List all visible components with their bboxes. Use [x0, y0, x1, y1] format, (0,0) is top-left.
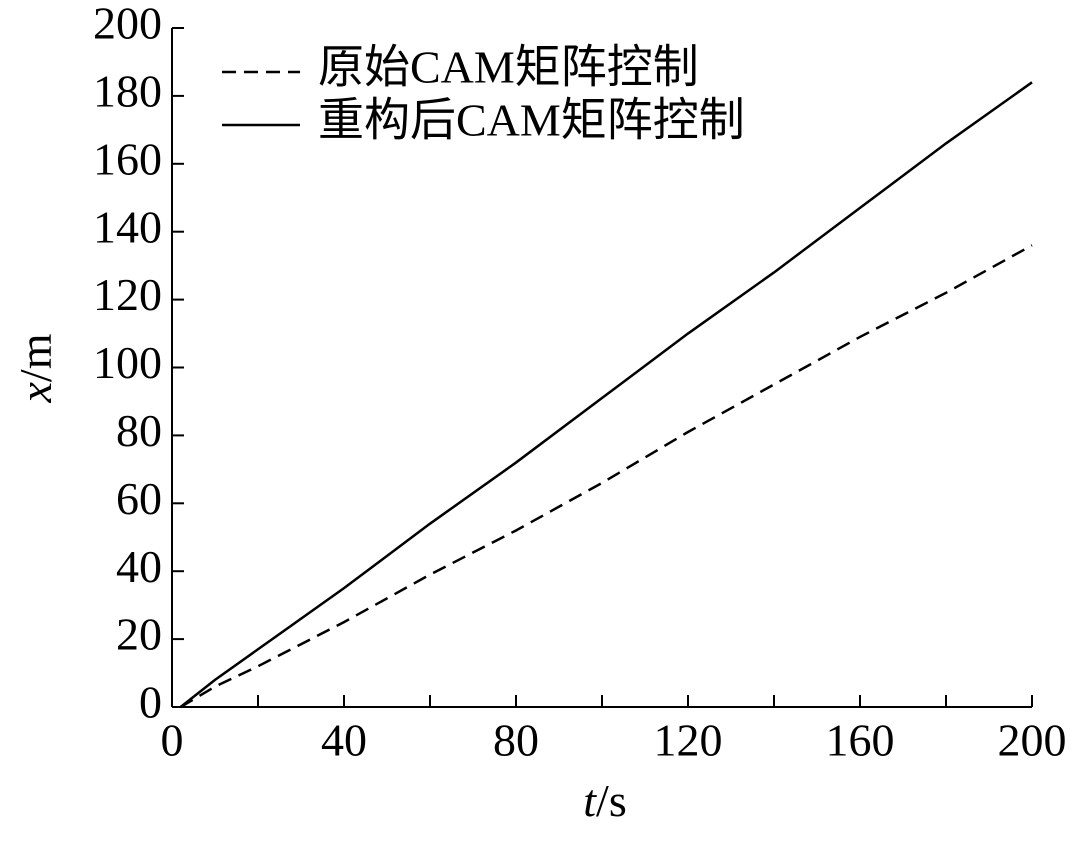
y-tick-label: 40 [116, 541, 162, 592]
x-axis-label: t/s [583, 775, 626, 826]
y-tick-label: 100 [93, 337, 162, 388]
y-tick-label: 180 [93, 65, 162, 116]
x-tick-label: 0 [161, 715, 184, 766]
x-axis-label-unit: /s [596, 775, 627, 826]
y-tick-label: 0 [139, 677, 162, 728]
y-tick-label: 80 [116, 405, 162, 456]
x-tick-label: 120 [654, 715, 723, 766]
y-tick-label: 60 [116, 473, 162, 524]
y-tick-label: 120 [93, 269, 162, 320]
y-tick-label: 20 [116, 609, 162, 660]
x-tick-label: 40 [321, 715, 367, 766]
data-line [179, 244, 1033, 709]
y-axis-label-unit: /m [10, 333, 61, 382]
legend-label: 重构后CAM矩阵控制 [318, 95, 745, 146]
x-tick-label: 160 [826, 715, 895, 766]
x-tick-label: 80 [493, 715, 539, 766]
y-tick-label: 160 [93, 133, 162, 184]
x-tick-label: 200 [998, 715, 1067, 766]
y-tick-label: 140 [93, 201, 162, 252]
y-axis-label-var: x [10, 381, 61, 403]
legend-label: 原始CAM矩阵控制 [318, 42, 699, 93]
y-axis-label: x/m [10, 333, 61, 403]
x-axis-label-var: t [583, 775, 597, 826]
y-tick-label: 200 [93, 0, 162, 49]
data-line [179, 81, 1033, 708]
